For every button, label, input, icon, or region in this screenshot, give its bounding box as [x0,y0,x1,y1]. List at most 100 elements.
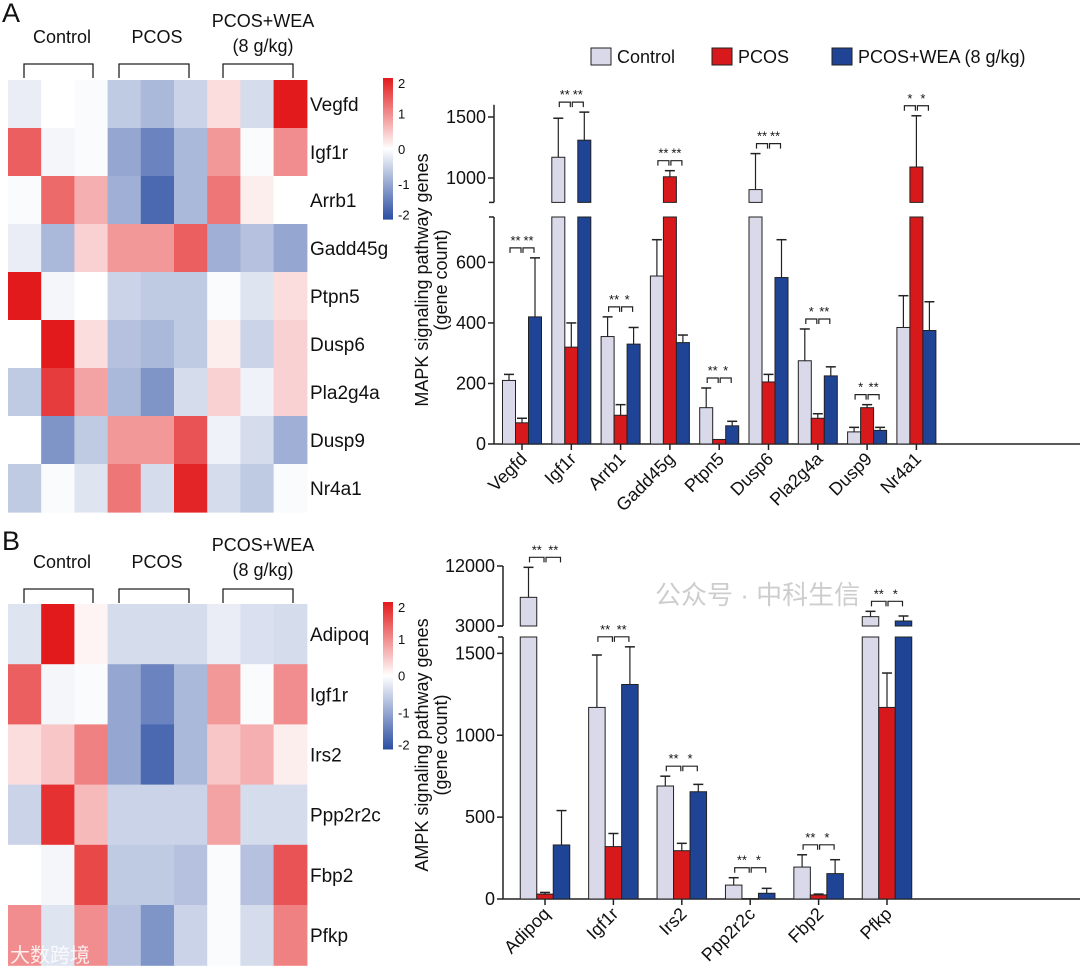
heatmap-cell [273,128,308,177]
significance-bracket [916,105,929,111]
y-axis-title: MAPK signaling pathway genes [412,153,432,406]
bar [662,216,677,445]
heatmap-cell [207,272,241,321]
significance-bracket [734,867,750,873]
heatmap-cell [140,844,175,906]
colorbar-tick-label: 0 [398,142,405,157]
heatmap-cell [107,905,142,966]
heatmap-cell [41,664,75,725]
x-tick-label: Irs2 [655,904,690,939]
heatmap-cell [273,905,308,966]
significance-bracket [867,394,880,400]
heatmap-cell [240,224,275,273]
significance-bracket [613,636,630,642]
heatmap-cell [41,224,75,273]
y-tick-label: 12000 [445,556,495,576]
heatmap-cell [74,844,109,906]
bar [621,683,639,900]
heatmap-cell [8,272,42,321]
significance-stars: ** [708,363,718,378]
significance-bracket [903,105,916,111]
heatmap-cell [8,844,42,906]
significance-stars: * [688,751,693,766]
heatmap-cell [273,784,308,846]
gene-label: Ptpn5 [310,287,360,308]
significance-stars: * [723,363,728,378]
heatmap-cell [140,464,175,513]
significance-bracket [522,247,535,253]
bar [519,636,538,900]
heatmap-cell [8,176,42,225]
heatmap-cell [74,368,109,417]
bar [826,873,844,900]
heatmap-cell [41,416,75,465]
y-tick-label: 200 [456,373,486,393]
heatmap-cell [140,604,175,665]
gene-label: Pla2g4a [310,383,380,404]
bar-chart-mapk: MAPK signaling pathway genes (gene count… [412,87,1080,515]
heatmap-cell [41,368,75,417]
heatmap-cell [74,320,109,369]
x-tick-label: Ptpn5 [681,449,728,496]
heatmap-cell [207,368,241,417]
heatmap-cell [273,176,308,225]
bar [757,892,776,900]
group-label-pcos: PCOS [131,27,182,47]
heatmap-cell [107,176,142,225]
legend-label-control: Control [617,47,675,67]
heatmap-cell [8,416,42,465]
significance-bracket [755,143,769,149]
x-tick-label: Pla2g4a [766,448,828,510]
bar [724,884,743,900]
y-tick-label: 400 [456,313,486,333]
heatmap-cell [107,844,142,906]
significance-bracket [854,394,867,400]
heatmap-cell [140,320,175,369]
heatmap-cell [74,416,109,465]
heatmap-cell [273,464,308,513]
significance-stars: * [920,91,925,106]
heatmap-cell [107,224,142,273]
significance-bracket [750,867,767,873]
significance-bracket [621,306,634,312]
bar [873,429,888,445]
heatmap-cell [240,905,275,966]
bar [861,616,880,627]
heatmap-cell [207,128,241,177]
significance-bracket [597,636,613,642]
bar [552,844,571,900]
y-tick-label: 1500 [455,643,495,663]
gene-label: Igf1r [310,685,349,706]
heatmap-cell [140,368,175,417]
legend-label-wea: PCOS+WEA (8 g/kg) [858,47,1026,67]
heatmap-cell [207,905,241,966]
bar [564,346,579,445]
group-label-pcos: PCOS [131,552,182,572]
gene-label: Nr4a1 [310,479,362,500]
bar [712,438,727,445]
bar [793,866,811,900]
bar [860,407,875,445]
heatmap-cell [240,464,275,513]
heatmap-cell [74,80,109,129]
colorbar [383,78,393,220]
colorbar-tick-label: 0 [398,669,405,684]
gene-label: Irs2 [310,746,342,767]
heatmap-cell [41,844,75,906]
heatmap-cell [140,272,175,321]
x-tick-label: Igf1r [583,904,623,944]
heatmap-cell [207,416,241,465]
bar [600,336,615,445]
heatmap-cell [240,128,275,177]
significance-stars: * [893,586,898,601]
significance-bracket [870,600,887,607]
heatmap-cell [207,604,241,665]
colorbar-tick-label: -1 [398,706,410,721]
bar [847,431,862,445]
heatmap-cell [8,128,42,177]
heatmap-cell [140,176,175,225]
x-tick-label: Nr4a1 [876,449,925,498]
legend-swatch-wea [831,47,853,66]
bar [909,216,924,445]
